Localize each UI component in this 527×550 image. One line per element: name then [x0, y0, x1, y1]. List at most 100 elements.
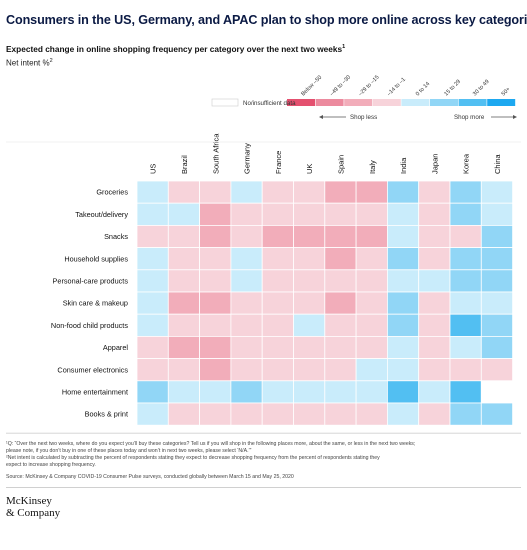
heatmap-cell [199, 380, 232, 404]
shop-more-label: Shop more [454, 114, 485, 121]
heatmap-cell [293, 402, 326, 426]
legend-swatch [430, 99, 458, 106]
shop-less-arrowhead [319, 115, 323, 119]
legend-label: 50+ [501, 86, 512, 97]
heatmap-cell [261, 269, 294, 293]
heatmap-cell [136, 291, 169, 315]
heatmap-cell [418, 202, 451, 226]
legend-label: 15 to 29 [443, 79, 462, 98]
heatmap-cell [386, 247, 420, 271]
legend-label: Below –50 [300, 75, 323, 98]
heatmap-cell [261, 224, 294, 248]
heatmap-cell [293, 313, 326, 337]
column-header-korea: Korea [462, 153, 471, 174]
heatmap-cell [293, 247, 326, 271]
heatmap-cell [418, 180, 451, 204]
heatmap-cell [324, 335, 357, 359]
heatmap-cell [355, 291, 388, 315]
legend-swatch [458, 99, 487, 106]
heatmap-cell [418, 269, 451, 293]
heatmap-chart: Below –50 –49 to –30 –29 to –15 –14 to –1 0 … [6, 74, 521, 434]
footnote-1-continued: please note, if you don’t buy in one of … [6, 448, 252, 454]
heatmap-cell [167, 269, 201, 293]
heatmap-cell [386, 224, 420, 248]
heatmap-cell [480, 247, 513, 271]
heatmap-cell [167, 291, 201, 315]
row-label: Snacks [104, 232, 128, 241]
row-label: Books & print [85, 410, 128, 419]
heatmap-cell [293, 291, 326, 315]
legend-label: –49 to –30 [329, 74, 352, 97]
heatmap-cell [418, 402, 451, 426]
heatmap-cell [418, 358, 451, 382]
unit-footnote-marker: 2 [49, 58, 53, 64]
heatmap-cell [418, 380, 451, 404]
heatmap-cell [261, 202, 294, 226]
column-header-india: India [399, 157, 408, 174]
heatmap-cell [230, 202, 263, 226]
heatmap-cell [324, 224, 357, 248]
column-header-china: China [493, 154, 502, 174]
logo-line-2: & Company [6, 506, 61, 519]
heatmap-cell [199, 291, 232, 315]
heatmap-cell [261, 335, 294, 359]
unit-text: Net intent % [6, 58, 50, 68]
chart-title: Consumers in the US, Germany, and APAC p… [6, 13, 527, 27]
heatmap-cell [386, 358, 420, 382]
heatmap-cell [167, 247, 201, 271]
heatmap-cell [230, 224, 263, 248]
heatmap-cell [355, 202, 388, 226]
heatmap-cell [261, 358, 294, 382]
heatmap-cell [324, 380, 357, 404]
heatmap-cell [230, 380, 263, 404]
legend-swatch [487, 99, 516, 106]
mckinsey-logo: McKinsey & Company [6, 495, 61, 519]
heatmap-cell [386, 313, 420, 337]
row-label: Household supplies [64, 254, 128, 263]
heatmap-cell [167, 402, 201, 426]
heatmap-cell [230, 269, 263, 293]
heatmap-cell [480, 358, 513, 382]
chart-subtitle: Expected change in online shopping frequ… [6, 44, 345, 54]
heatmap-cell [386, 402, 420, 426]
heatmap-cell [386, 380, 420, 404]
heatmap-cell [480, 335, 513, 359]
legend-no-data-label: No/insufficient data [243, 100, 296, 107]
heatmap-cell [324, 247, 357, 271]
heatmap-cell [355, 180, 388, 204]
heatmap-cell [355, 224, 388, 248]
heatmap-cell [386, 335, 420, 359]
heatmap-cell [199, 358, 232, 382]
heatmap-cell [480, 269, 513, 293]
heatmap-cell [199, 224, 232, 248]
heatmap-cell [480, 313, 513, 337]
subtitle-footnote-marker: 1 [342, 44, 346, 51]
subtitle-text: Expected change in online shopping frequ… [6, 44, 343, 54]
heatmap-cell [418, 335, 451, 359]
heatmap-cell [355, 402, 388, 426]
legend-label: 0 to 14 [415, 81, 431, 97]
heatmap-cell [136, 269, 169, 293]
heatmap-cell [261, 247, 294, 271]
heatmap-cell [230, 402, 263, 426]
heatmap-cell [324, 202, 357, 226]
heatmap-cell [293, 335, 326, 359]
column-header-germany: Germany [243, 143, 252, 174]
heatmap-cell [199, 402, 232, 426]
heatmap-cell [449, 335, 482, 359]
heatmap-cell [199, 247, 232, 271]
legend-no-data-swatch [211, 98, 239, 107]
heatmap-cell [449, 291, 482, 315]
heatmap-cell [167, 358, 201, 382]
heatmap-cell [230, 247, 263, 271]
heatmap-cell [167, 380, 201, 404]
row-label: Apparel [103, 343, 129, 352]
heatmap-cell [449, 224, 482, 248]
legend-label: 30 to 49 [472, 79, 491, 98]
heatmap-cell [418, 224, 451, 248]
source-note: Source: McKinsey & Company COVID-19 Cons… [6, 474, 294, 480]
heatmap-cell [136, 358, 169, 382]
heatmap-cell [167, 202, 201, 226]
column-header-italy: Italy [368, 160, 377, 174]
row-label: Takeout/delivery [75, 210, 128, 219]
